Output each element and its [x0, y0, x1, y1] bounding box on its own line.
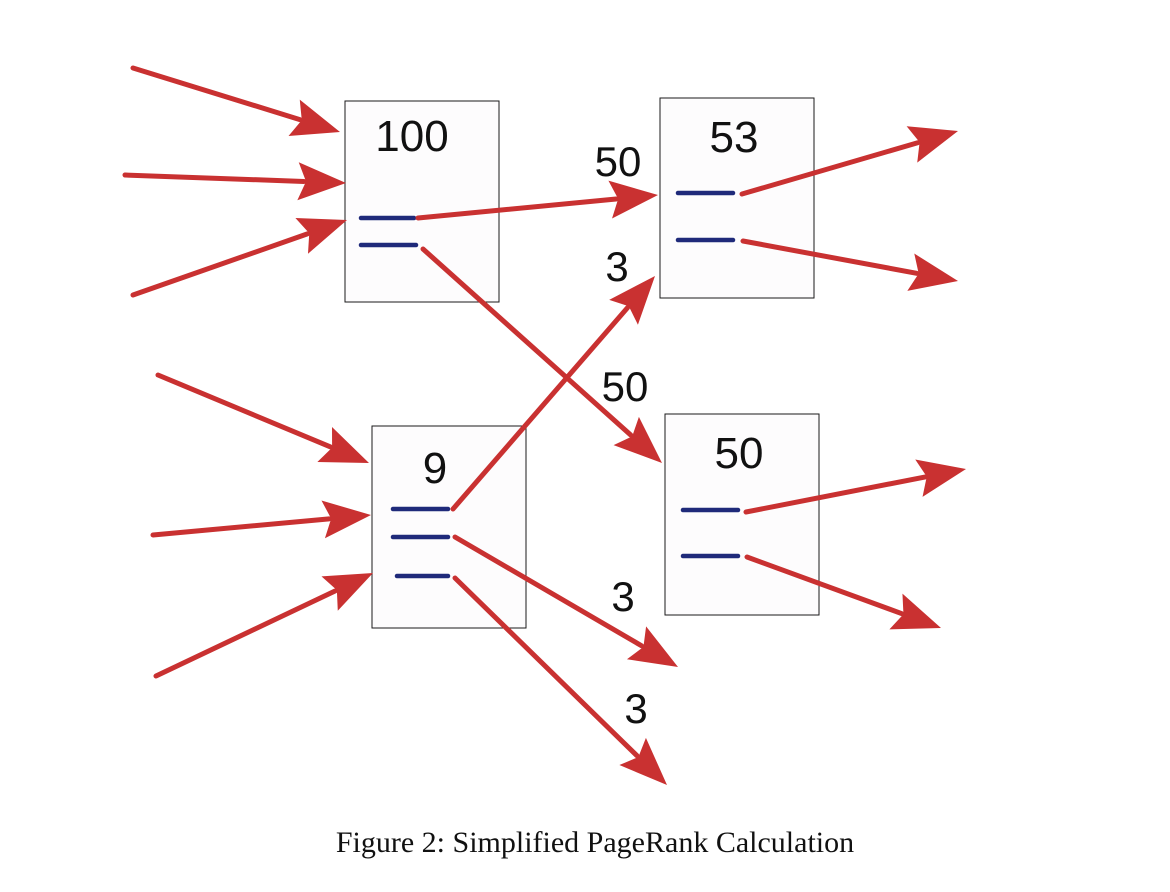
outgoing-arrow-b-shaft: [740, 238, 920, 276]
incoming-arrow-c-head: [321, 500, 371, 539]
edge-arrow-a-to-b-shaft: [415, 196, 619, 221]
outgoing-arrow-c-shaft: [452, 575, 640, 759]
edge-label-c-out-2: 3: [624, 685, 647, 732]
incoming-arrow-a-head: [297, 162, 346, 201]
edge-arrow-c-to-b-head: [609, 276, 655, 325]
arrows-layer: [122, 65, 966, 785]
page-b-rank: 53: [710, 113, 759, 162]
page-box-a: [344, 100, 500, 303]
outgoing-arrow-b-head: [906, 126, 958, 163]
edge-arrow-c-to-b-shaft: [450, 305, 630, 512]
edge-label-a-to-d: 50: [602, 363, 649, 410]
edge-arrow-a-to-b-head: [608, 180, 658, 219]
outgoing-arrow-d-head: [889, 593, 941, 630]
page-a-rank: 100: [375, 112, 448, 161]
edge-label-c-out-1: 3: [611, 573, 634, 620]
edge-label-c-to-b: 3: [605, 243, 628, 290]
page-box-c: [371, 425, 527, 629]
incoming-arrow-a-head: [295, 217, 347, 254]
incoming-arrow-c-head: [321, 573, 373, 611]
edge-label-a-to-b: 50: [595, 138, 642, 185]
incoming-arrow-c-head: [317, 426, 369, 463]
page-d-rank: 50: [715, 429, 764, 478]
figure-caption: Figure 2: Simplified PageRank Calculatio…: [335, 826, 855, 859]
incoming-arrow-a-shaft: [130, 65, 303, 123]
outgoing-arrow-c-head: [626, 626, 678, 667]
incoming-arrow-a-shaft: [130, 231, 310, 298]
page-box-b: [659, 97, 815, 299]
outgoing-arrow-c-head: [619, 737, 667, 785]
edge-arrow-a-to-d-head: [613, 416, 662, 463]
outgoing-arrow-c-shaft: [452, 534, 645, 649]
page-c-rank: 9: [423, 444, 447, 493]
incoming-arrow-c-shaft: [153, 588, 338, 679]
outgoing-arrow-b-head: [907, 253, 958, 291]
page-box-d: [664, 413, 820, 616]
outgoing-arrow-d-head: [915, 459, 966, 497]
incoming-arrow-a-head: [288, 99, 340, 136]
outgoing-arrow-d-shaft: [744, 554, 905, 617]
outgoing-arrow-d-shaft: [743, 474, 928, 515]
edge-arrow-a-to-d-shaft: [420, 246, 634, 438]
incoming-arrow-a-shaft: [122, 172, 307, 184]
outgoing-arrow-b-shaft: [739, 140, 921, 197]
incoming-arrow-c-shaft: [155, 372, 333, 450]
incoming-arrow-c-shaft: [150, 516, 332, 538]
